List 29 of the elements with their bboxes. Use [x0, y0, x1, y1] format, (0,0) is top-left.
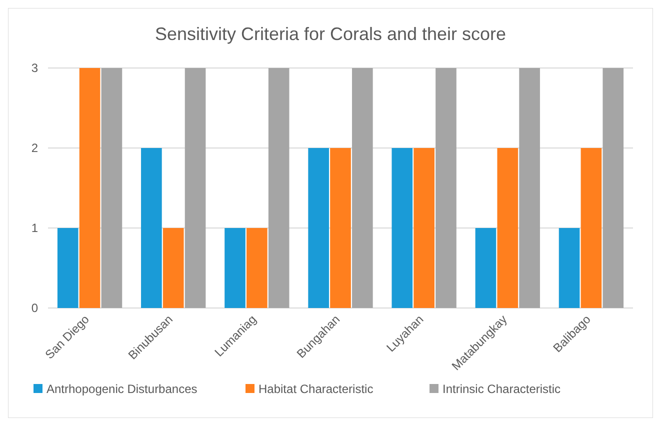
y-tick-label: 1	[31, 221, 38, 235]
bar	[558, 228, 580, 308]
bar	[224, 228, 246, 308]
bar	[268, 68, 290, 308]
y-tick-label: 0	[31, 301, 38, 315]
bar	[57, 228, 78, 308]
bar	[352, 68, 373, 308]
bar	[475, 228, 496, 308]
bar	[436, 68, 456, 308]
bar	[602, 68, 624, 308]
legend-label: Intrinsic Characteristic	[442, 382, 561, 396]
bar	[497, 148, 518, 308]
bar	[141, 148, 162, 308]
bar	[308, 148, 329, 308]
bar	[246, 228, 268, 308]
bar	[392, 148, 413, 308]
bar	[79, 68, 100, 308]
legend-label: Habitat Characteristic	[258, 382, 374, 396]
bar	[414, 148, 434, 308]
legend-label: Antrhopogenic Disturbances	[46, 382, 198, 396]
chart-title: Sensitivity Criteria for Corals and their score	[154, 24, 506, 44]
bar	[330, 148, 351, 308]
bar	[580, 148, 602, 308]
bar	[101, 68, 122, 308]
y-tick-label: 3	[31, 61, 38, 75]
bar	[519, 68, 540, 308]
bar	[162, 228, 184, 308]
bar	[184, 68, 206, 308]
y-tick-label: 2	[31, 141, 38, 155]
